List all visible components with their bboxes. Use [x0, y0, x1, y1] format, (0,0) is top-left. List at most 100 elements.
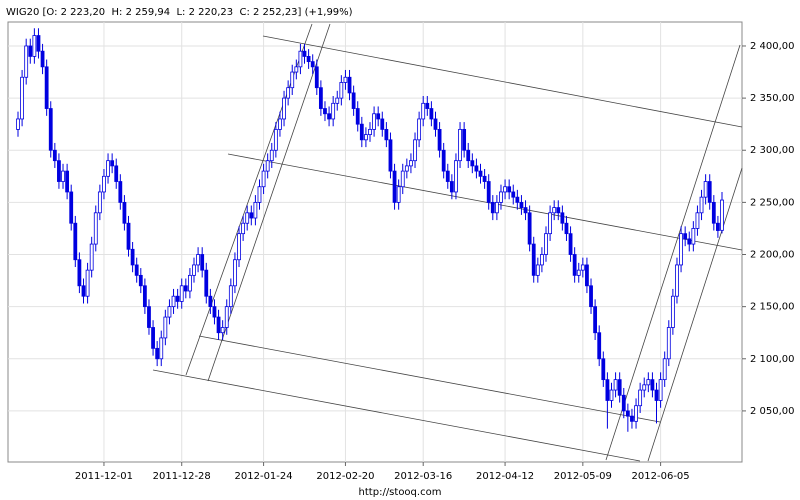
candle-body [16, 118, 20, 130]
candle-body [707, 181, 712, 203]
candles [16, 28, 724, 432]
candle-body [147, 306, 151, 328]
candle-body [552, 207, 557, 214]
candle-body [413, 139, 417, 162]
candle-body [40, 50, 45, 68]
candle-body [720, 199, 724, 231]
candle-body [670, 295, 675, 328]
chart-title: WIG20 [O: 2 223,20 H: 2 259,94 L: 2 220,… [6, 7, 353, 18]
candle-body [601, 358, 606, 381]
trend-line [605, 44, 741, 461]
trend-line [647, 167, 743, 462]
candle-body [142, 285, 147, 308]
candle-body [662, 358, 667, 381]
trend-line [227, 153, 743, 251]
candle-body [568, 233, 573, 255]
candle-body [298, 50, 303, 68]
candle-body [589, 285, 593, 308]
candle-body [642, 384, 647, 391]
candle-body [134, 264, 139, 276]
candle-body [621, 394, 626, 412]
candle-body [548, 212, 552, 235]
candle-body [122, 201, 127, 224]
candle-body [511, 191, 516, 198]
candle-body [523, 207, 528, 214]
candle-body [69, 191, 74, 224]
y-tick-label: 2 400,00 [750, 41, 795, 52]
candle-body [478, 170, 483, 177]
candle-body [85, 269, 90, 297]
candle-body [540, 254, 544, 266]
candle-body [703, 181, 708, 198]
candle-body [81, 285, 86, 297]
candle-body [310, 61, 315, 68]
x-tick-label: 2012-03-16 [394, 471, 452, 482]
candle-body [544, 233, 548, 255]
y-tick-label: 2 250,00 [750, 197, 795, 208]
candle-body [417, 118, 422, 141]
candle-body [630, 415, 634, 422]
candle-body [462, 128, 467, 151]
candle-body [130, 248, 135, 266]
trend-line [198, 335, 661, 423]
plot-frame [7, 21, 743, 463]
candle-body [679, 233, 683, 266]
candle-body [355, 108, 360, 125]
candle-body [699, 196, 704, 214]
candle-body [163, 316, 168, 339]
candle-body [625, 410, 630, 417]
y-tick-label: 2 100,00 [750, 354, 795, 365]
candle-body [490, 201, 495, 214]
candle-body [52, 149, 57, 162]
candle-body [93, 212, 98, 245]
candle-body [65, 170, 70, 193]
candle-body [302, 50, 307, 57]
candle-body [605, 379, 610, 401]
candle-body [634, 405, 638, 422]
candle-body [204, 269, 209, 297]
candle-body [404, 165, 409, 172]
y-tick-label: 2 300,00 [750, 145, 795, 156]
candle-body [617, 379, 622, 396]
candle-body [196, 254, 200, 266]
candle-body [212, 306, 217, 318]
candle-body [711, 201, 716, 224]
trend-line [262, 35, 743, 128]
candle-body [20, 76, 24, 120]
candle-body [257, 186, 262, 203]
candle-body [343, 76, 348, 83]
candle-body [318, 87, 323, 109]
grid [8, 22, 742, 462]
candle-body [658, 379, 663, 401]
candle-body [380, 118, 385, 130]
candle-body [482, 175, 487, 182]
candle-body [314, 66, 319, 89]
candle-body [200, 254, 205, 271]
candle-body [494, 201, 499, 214]
candle-body [61, 170, 65, 182]
candle-body [118, 181, 123, 203]
candle-body [585, 264, 589, 287]
candle-body [175, 295, 180, 302]
candle-body [372, 113, 376, 130]
candle-body [220, 327, 225, 334]
candle-body [106, 160, 110, 177]
candle-body [425, 102, 430, 109]
x-tick-label: 2012-06-05 [632, 471, 690, 482]
candle-body [638, 389, 643, 407]
x-tick-label: 2012-04-12 [476, 471, 534, 482]
source-url: http://stooq.com [359, 487, 442, 498]
candle-body [449, 181, 454, 193]
candle-body [429, 108, 434, 120]
candle-body [183, 285, 188, 292]
candle-body [556, 207, 561, 214]
candle-body [347, 76, 352, 94]
candle-body [466, 149, 471, 162]
candle-body [531, 243, 536, 276]
candle-body [470, 160, 475, 167]
candle-body [564, 222, 569, 235]
candle-body [89, 243, 94, 271]
y-tick-label: 2 350,00 [750, 93, 795, 104]
